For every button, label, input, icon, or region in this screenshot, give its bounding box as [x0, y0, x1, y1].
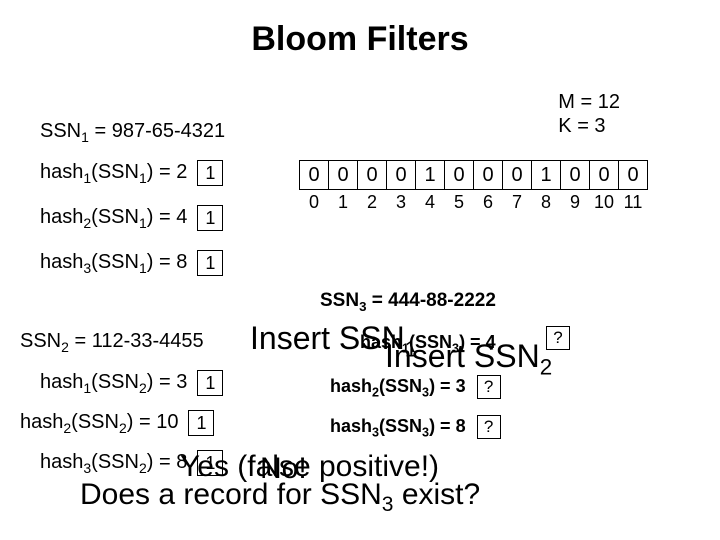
bit-index: 2	[357, 190, 387, 213]
bit-cell: 0	[328, 160, 358, 190]
bit-index: 9	[560, 190, 590, 213]
bit-cell: 0	[618, 160, 648, 190]
bit-cell: 0	[560, 160, 590, 190]
bit-cell: 0	[589, 160, 619, 190]
bit-index: 10	[589, 190, 619, 213]
bit-cell: 0	[386, 160, 416, 190]
bit-index: 3	[386, 190, 416, 213]
ssn2-hash1: hash1(SSN2) = 3 1	[40, 370, 223, 396]
bit-array: 000010001000 01234567891011	[300, 160, 648, 213]
param-k: K = 3	[558, 114, 620, 138]
bit-index: 7	[502, 190, 532, 213]
bit-cell: 1	[531, 160, 561, 190]
bit-index: 5	[444, 190, 474, 213]
bit-index: 4	[415, 190, 445, 213]
bit-cell: 0	[444, 160, 474, 190]
ssn3-hash2: hash2(SSN3) = 3 ?	[330, 375, 501, 399]
ssn1-hash3: hash3(SSN1) = 8 1	[40, 250, 223, 276]
bit-cell: 0	[299, 160, 329, 190]
value-box: 1	[197, 160, 223, 186]
bit-index: 0	[299, 190, 329, 213]
value-box: 1	[188, 410, 214, 436]
value-box: 1	[197, 205, 223, 231]
ssn2-hash2: hash2(SSN2) = 10 1	[20, 410, 214, 436]
params-block: M = 12 K = 3	[558, 90, 620, 138]
question-text: Does a record for SSN3 exist?	[80, 478, 480, 517]
ssn3-label: SSN3 = 444-88-2222	[320, 290, 496, 314]
query-box: ?	[477, 415, 501, 439]
ssn1-label: SSN1 = 987-65-4321	[40, 120, 225, 145]
bit-index: 6	[473, 190, 503, 213]
bit-index: 8	[531, 190, 561, 213]
bit-cell: 1	[415, 160, 445, 190]
query-box: ?	[546, 326, 570, 350]
value-box: 1	[197, 250, 223, 276]
query-box: ?	[477, 375, 501, 399]
param-m: M = 12	[558, 90, 620, 114]
ssn3-hash1: hash1(SSN3) = 4	[360, 332, 496, 356]
slide-title: Bloom Filters	[0, 20, 720, 59]
value-box: 1	[197, 370, 223, 396]
bit-index: 11	[618, 190, 648, 213]
bit-cell: 0	[473, 160, 503, 190]
ssn1-hash1: hash1(SSN1) = 2 1	[40, 160, 223, 186]
bit-cell: 0	[357, 160, 387, 190]
ssn3-hash3: hash3(SSN3) = 8 ?	[330, 415, 501, 439]
ssn2-label: SSN2 = 112-33-4455	[20, 330, 204, 355]
bit-index: 1	[328, 190, 358, 213]
bit-cell: 0	[502, 160, 532, 190]
ssn1-hash2: hash2(SSN1) = 4 1	[40, 205, 223, 231]
